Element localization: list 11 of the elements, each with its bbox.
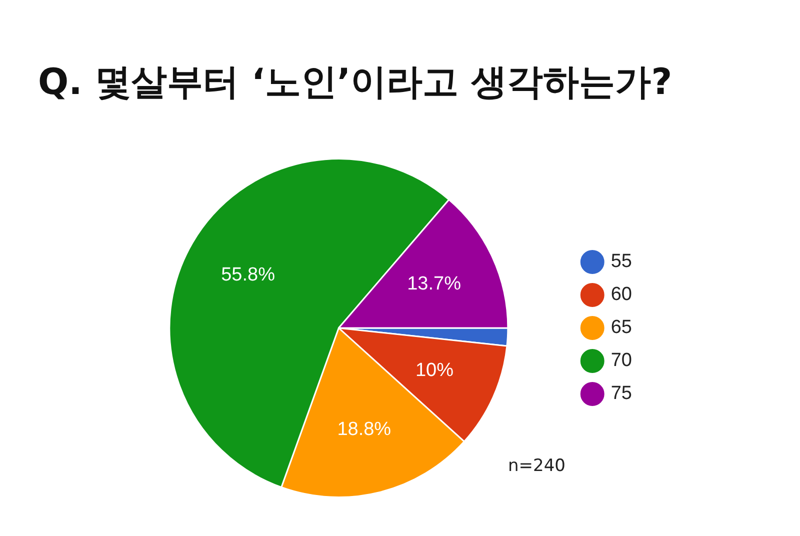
legend-label: 60	[610, 284, 632, 306]
legend-label: 75	[610, 383, 632, 404]
data-label: 10%	[415, 360, 454, 382]
legend-label: 65	[610, 317, 632, 338]
chart-title: Q. 몇살부터 ‘노인’이라고 생각하는가?	[38, 61, 672, 105]
legend-label: 70	[610, 350, 632, 372]
data-label: 18.8%	[337, 419, 392, 440]
data-label: 13.7%	[407, 273, 462, 294]
legend-label: 55	[610, 251, 632, 272]
text: n=240	[508, 456, 566, 476]
data-label: 55.8%	[221, 264, 276, 286]
